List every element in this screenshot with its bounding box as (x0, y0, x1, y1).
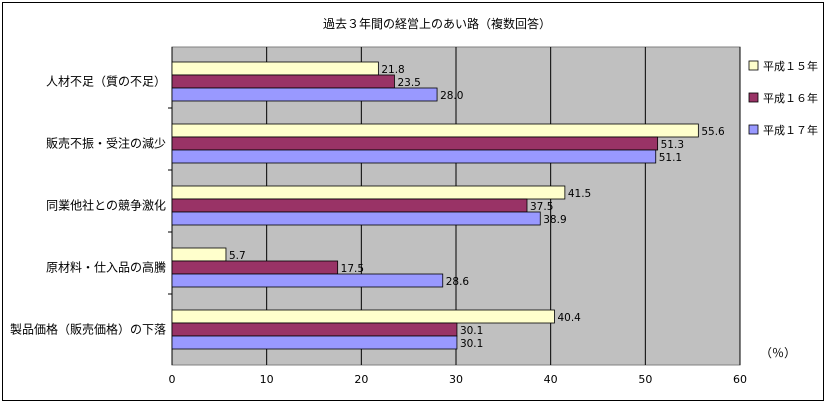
data-label: 21.8 (381, 64, 404, 76)
data-label: 28.0 (440, 90, 463, 102)
data-label: 28.6 (446, 276, 470, 288)
bar (171, 87, 438, 102)
category-label: 原材料・仕入品の高騰 (46, 260, 166, 275)
bar (171, 247, 227, 262)
category-label: 販売不振・受注の減少 (46, 136, 166, 151)
bar (171, 61, 379, 76)
bar (171, 149, 657, 164)
x-tick-label: 10 (260, 373, 274, 386)
bar (171, 136, 659, 151)
category-labels: 人材不足（質の不足） 販売不振・受注の減少同業他社との競争激化原材料・仕入品の高騰… (10, 74, 166, 337)
data-label: 30.1 (460, 325, 483, 337)
x-tick-label: 60 (733, 373, 747, 386)
data-label: 40.4 (557, 312, 581, 324)
legend-swatch (748, 124, 759, 135)
bar (171, 185, 566, 200)
bar (171, 273, 444, 288)
data-label: 51.1 (659, 152, 682, 164)
data-label: 38.9 (543, 214, 566, 226)
legend-label: 平成１６年 (763, 91, 818, 105)
data-label: 51.3 (661, 139, 684, 151)
legend-swatch (748, 92, 759, 103)
bar (171, 211, 541, 226)
category-label: 人材不足（質の不足） (46, 74, 166, 89)
category-label: 同業他社との競争激化 (46, 198, 166, 213)
bar (171, 260, 339, 275)
bar (171, 123, 699, 138)
data-label: 23.5 (397, 77, 420, 89)
legend-label: 平成１７年 (763, 123, 818, 137)
data-label: 55.6 (701, 126, 725, 138)
bar (171, 74, 395, 89)
x-axis-ticks: 0 10 20 30 40 50 60 (169, 373, 748, 386)
bar (171, 335, 458, 350)
chart-title: 過去３年間の経営上のあい路（複数回答） (323, 16, 551, 31)
x-tick-label: 50 (638, 373, 652, 386)
data-labels: 21.823.5 28.0 55.6 51.351.1 41.5 37.538.9 5.7 1… (229, 64, 725, 350)
bar (171, 309, 555, 324)
bars (171, 61, 699, 350)
data-label: 41.5 (568, 188, 591, 200)
data-label: 37.5 (530, 201, 553, 213)
data-label: 30.1 (460, 338, 483, 350)
bar (171, 198, 528, 213)
data-label: 5.7 (229, 250, 246, 262)
unit-label: （％） (760, 346, 796, 360)
legend-swatch (748, 60, 759, 71)
bar (171, 322, 458, 337)
data-label: 17.5 (341, 263, 364, 275)
category-label: 製品価格（販売価格）の下落 (10, 322, 166, 337)
legend-label: 平成１５年 (763, 59, 818, 73)
x-tick-label: 30 (449, 373, 463, 386)
x-tick-label: 20 (354, 373, 368, 386)
x-tick-label: 40 (544, 373, 558, 386)
x-tick-label: 0 (169, 373, 176, 386)
